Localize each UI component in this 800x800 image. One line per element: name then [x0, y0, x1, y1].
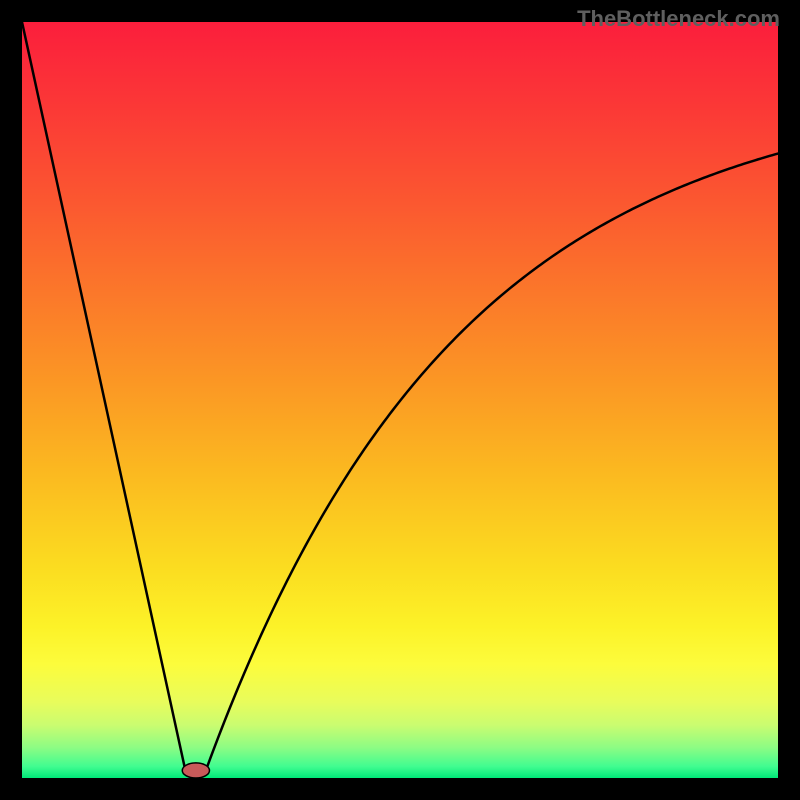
bottleneck-chart: TheBottleneck.com	[0, 0, 800, 800]
chart-svg	[0, 0, 800, 800]
min-marker	[182, 763, 209, 778]
